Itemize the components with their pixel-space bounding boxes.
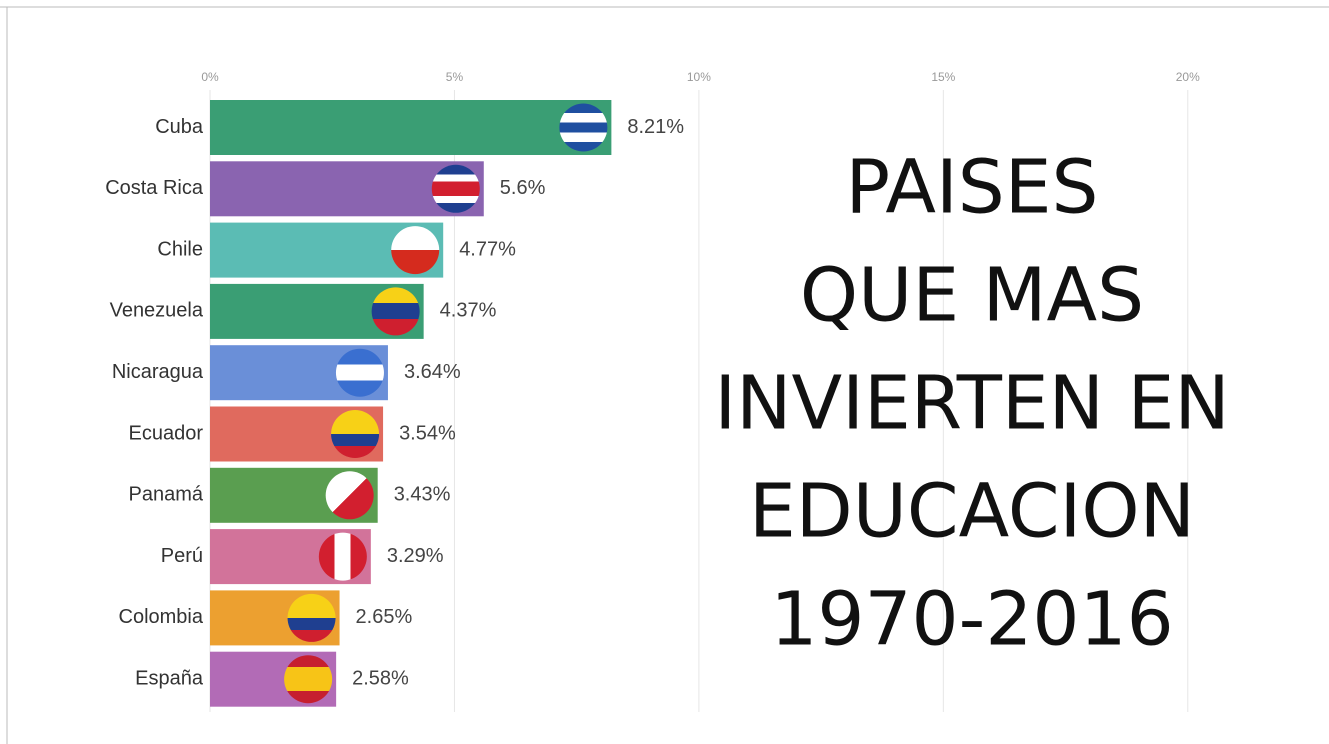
- x-tick-label: 10%: [687, 70, 711, 84]
- x-tick-label: 0%: [201, 70, 219, 84]
- category-label: Ecuador: [129, 422, 204, 444]
- title-line: PAISES: [845, 145, 1098, 231]
- value-label: 3.64%: [404, 361, 461, 383]
- category-label: Perú: [161, 545, 203, 567]
- flag: [331, 410, 380, 458]
- title-line: EDUCACION: [749, 469, 1195, 555]
- category-label: España: [135, 667, 204, 689]
- value-label: 3.29%: [387, 545, 444, 567]
- category-label: Cuba: [155, 116, 204, 138]
- value-label: 4.77%: [459, 238, 516, 260]
- value-label: 3.43%: [394, 484, 451, 506]
- flag: [325, 471, 374, 520]
- value-label: 2.65%: [356, 606, 413, 628]
- flag: [559, 103, 608, 152]
- value-label: 8.21%: [627, 116, 684, 138]
- value-label: 2.58%: [352, 667, 409, 689]
- title-line: QUE MAS: [800, 253, 1144, 339]
- flag: [335, 348, 384, 397]
- category-label: Nicaragua: [112, 361, 204, 383]
- category-label: Colombia: [119, 606, 204, 628]
- x-tick-label: 5%: [446, 70, 464, 84]
- x-tick-label: 20%: [1176, 70, 1200, 84]
- flag: [371, 287, 420, 336]
- value-label: 5.6%: [500, 177, 546, 199]
- x-tick-label: 15%: [931, 70, 955, 84]
- flag: [287, 593, 336, 642]
- value-label: 3.54%: [399, 422, 456, 444]
- category-label: Venezuela: [110, 300, 204, 322]
- flag: [431, 164, 480, 213]
- value-label: 4.37%: [440, 300, 497, 322]
- flag: [284, 655, 333, 704]
- category-label: Chile: [157, 238, 203, 260]
- title-line: 1970-2016: [770, 577, 1173, 663]
- bar: [210, 100, 612, 155]
- category-label: Costa Rica: [105, 177, 204, 199]
- category-label: Panamá: [129, 484, 204, 506]
- title-line: INVIERTEN EN: [714, 361, 1229, 447]
- flag: [391, 226, 440, 275]
- flag: [318, 532, 367, 581]
